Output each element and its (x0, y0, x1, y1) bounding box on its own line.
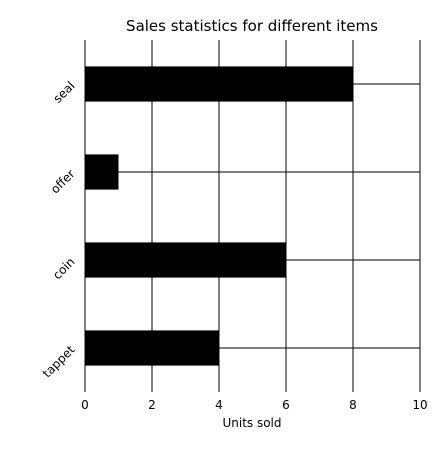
bar-coin (85, 242, 286, 278)
bar-tappet (85, 330, 219, 366)
category-label-seal: seal (50, 79, 77, 106)
x-axis-label: Units sold (222, 416, 281, 430)
category-labels: tappet coin offer seal (40, 79, 78, 381)
x-tick-label: 8 (349, 398, 357, 412)
x-tick-label: 6 (282, 398, 290, 412)
category-label-tappet: tappet (40, 342, 78, 380)
bar-offer (85, 154, 119, 190)
x-tick-label: 10 (412, 398, 427, 412)
x-tick-label: 0 (81, 398, 89, 412)
x-tick-label: 2 (148, 398, 156, 412)
x-tick-labels: 0 2 4 6 8 10 (81, 398, 427, 412)
bars (85, 66, 353, 366)
x-tick-label: 4 (215, 398, 223, 412)
category-label-offer: offer (48, 167, 78, 197)
category-label-coin: coin (50, 255, 77, 282)
bar-seal (85, 66, 353, 102)
chart-title: Sales statistics for different items (126, 17, 378, 35)
